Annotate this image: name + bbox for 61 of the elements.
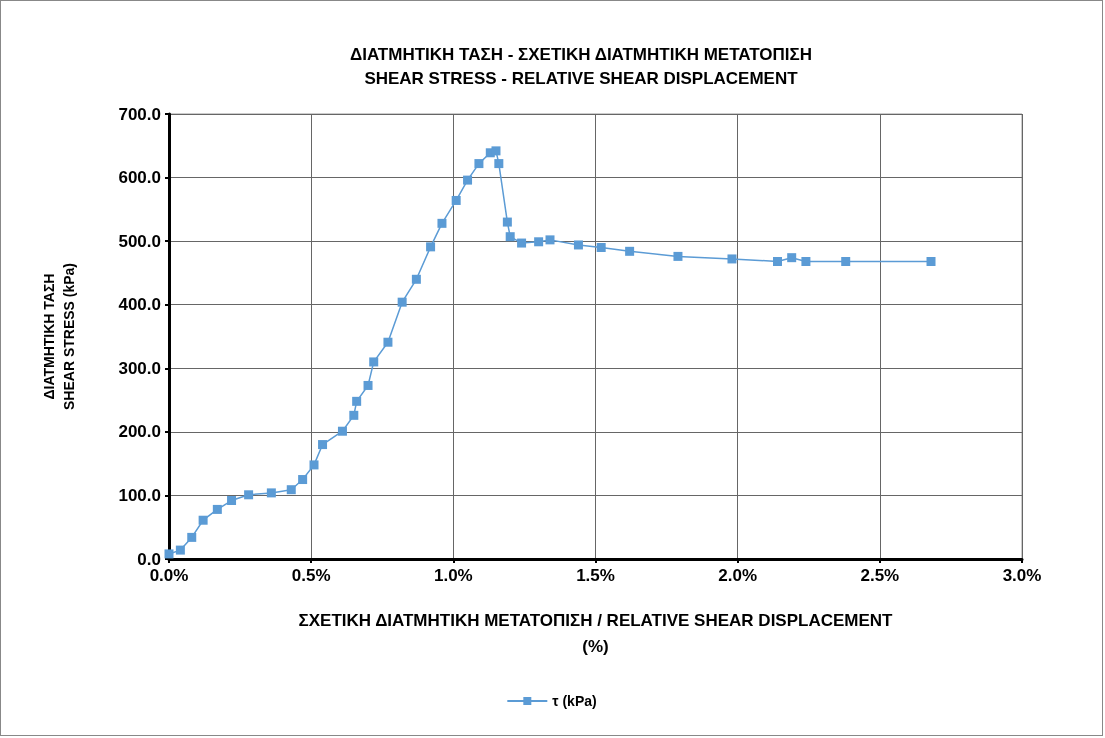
point	[437, 218, 447, 228]
y-axis-title: ΔΙΑΤΜΗΤΙΚΗ ΤΑΣΗ SHEAR STRESS (kPa)	[41, 262, 77, 411]
point	[337, 426, 347, 436]
y-tick-label: 700.0	[118, 104, 161, 124]
point	[534, 237, 544, 247]
point	[411, 274, 421, 284]
y-tick-label: 0.0	[137, 549, 161, 569]
point	[187, 532, 197, 542]
point	[545, 235, 555, 245]
point	[787, 253, 797, 263]
point	[463, 175, 473, 185]
point	[175, 545, 185, 555]
point	[491, 146, 501, 156]
point	[801, 256, 811, 266]
point	[451, 195, 461, 205]
y-tick-label: 300.0	[118, 358, 161, 378]
point	[494, 159, 504, 169]
point	[505, 232, 515, 242]
point	[397, 297, 407, 307]
point	[363, 380, 373, 390]
point	[474, 159, 484, 169]
point	[164, 549, 174, 559]
point	[244, 490, 254, 500]
point	[926, 256, 936, 266]
y-tick-label: 100.0	[118, 485, 161, 505]
x-tick-label: 1.5%	[576, 566, 615, 585]
point	[383, 337, 393, 347]
point	[369, 357, 379, 367]
point	[841, 256, 851, 266]
point	[212, 504, 222, 514]
point	[227, 496, 237, 506]
y-tick-label: 600.0	[118, 168, 161, 188]
x-tick-label: 2.5%	[860, 566, 900, 585]
x-tick-label: 1.0%	[433, 566, 473, 585]
point	[426, 242, 436, 252]
y-tick-label: 200.0	[118, 422, 161, 442]
point	[352, 396, 362, 406]
point	[573, 240, 583, 250]
point	[772, 256, 782, 266]
point	[198, 515, 208, 525]
point	[502, 217, 512, 227]
point	[298, 475, 308, 485]
point	[727, 254, 737, 264]
x-tick-label: 0.0%	[149, 566, 189, 585]
x-tick-label: 2.0%	[718, 566, 758, 585]
point	[266, 488, 276, 498]
x-tick-label: 3.0%	[1002, 566, 1042, 585]
x-tick-label: 0.5%	[291, 566, 331, 585]
point	[318, 440, 328, 450]
y-tick-label: 400.0	[118, 295, 161, 315]
legend-label: τ (kPa)	[552, 693, 597, 709]
point	[517, 238, 527, 248]
x-axis-title: ΣΧΕΤΙΚΗ ΔΙΑΤΜΗΤΙΚΗ ΜΕΤΑΤΟΠΙΣΗ / RELATIVE SHEAR DISPLACEMENT (%)	[298, 610, 894, 656]
y-tick-label: 500.0	[118, 231, 161, 251]
point	[673, 251, 683, 261]
chart-title: ΔΙΑΤΜΗΤΙΚΗ ΤΑΣΗ - ΣΧΕΤΙΚΗ ΔΙΑΤΜΗΤΙΚΗ ΜΕΤΑΤΟΠΙΣΗ SHEAR STRESS - RELATIVE SHEAR DISPLACEMENT	[350, 44, 812, 88]
point	[286, 485, 296, 495]
point	[309, 460, 319, 470]
point	[349, 410, 359, 420]
point	[596, 243, 606, 252]
point	[625, 246, 635, 256]
